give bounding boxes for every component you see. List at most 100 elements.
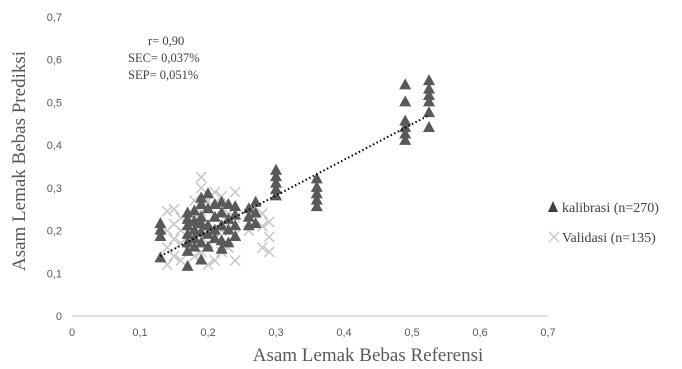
validasi-point [161, 242, 173, 254]
kalibrasi-point [188, 215, 201, 227]
validasi-point [168, 233, 180, 245]
x-tick-label: 0 [69, 327, 75, 339]
y-tick-label: 0,2 [47, 226, 62, 238]
kalibrasi-point [154, 223, 167, 235]
validasi-point [263, 231, 275, 243]
kalibrasi-point [215, 242, 228, 254]
legend-item-validasi: Validasi (n=135) [548, 231, 656, 246]
y-axis-title: Asam Lemak Bebas Prediksi [9, 51, 30, 271]
legend-item-kalibrasi: kalibrasi (n=270) [548, 201, 659, 216]
x-tick-label: 0,3 [268, 327, 283, 339]
legend-triangle-marker [548, 201, 558, 212]
kalibrasi-point [215, 195, 228, 207]
validasi-point [188, 195, 200, 207]
kalibrasi-point [310, 180, 323, 192]
validasi-point [195, 171, 207, 183]
y-tick-label: 0 [56, 311, 62, 323]
kalibrasi-point [423, 121, 435, 133]
kalibrasi-point [310, 200, 323, 212]
validasi-point [168, 203, 180, 215]
validasi-point [229, 254, 241, 267]
kalibrasi-point [249, 195, 262, 207]
kalibrasi-point [208, 210, 221, 222]
kalibrasi-point [181, 244, 194, 256]
x-tick-label: 0,6 [472, 327, 487, 339]
validasi-point [175, 254, 187, 267]
validasi-point [256, 242, 268, 254]
legend: kalibrasi (n=270) Validasi (n=135) [548, 201, 659, 246]
kalibrasi-point [202, 227, 214, 239]
kalibrasi-point [202, 187, 214, 199]
y-tick-label: 0,7 [47, 12, 62, 24]
y-tick-label: 0,6 [47, 55, 62, 67]
kalibrasi-point [188, 240, 201, 252]
kalibrasi-point [215, 234, 228, 246]
legend-x-marker [548, 231, 560, 243]
kalibrasi-point [188, 223, 201, 235]
kalibrasi-point [202, 202, 214, 214]
kalibrasi-point [229, 229, 242, 241]
y-axis-ticks: 0 0,1 0,2 0,3 0,4 0,5 0,6 0,7 [47, 12, 62, 323]
x-tick-label: 0,1 [132, 327, 147, 339]
kalibrasi-point [222, 236, 235, 248]
kalibrasi-point [270, 163, 282, 175]
kalibrasi-point [270, 170, 282, 182]
kalibrasi-point [249, 217, 262, 229]
stat-sep: SEP= 0,051% [128, 68, 198, 82]
validasi-point [256, 220, 268, 232]
kalibrasi-point [208, 232, 221, 244]
kalibrasi-point [215, 206, 228, 218]
trendline [159, 114, 430, 258]
kalibrasi-point [399, 78, 412, 90]
kalibrasi-point [181, 219, 194, 231]
kalibrasi-point [242, 210, 255, 222]
kalibrasi-point [399, 127, 412, 139]
y-tick-label: 0,4 [47, 140, 62, 152]
kalibrasi-point [188, 204, 201, 216]
validasi-point [195, 182, 207, 194]
stat-r: r= 0,90 [148, 34, 184, 48]
kalibrasi-point [399, 95, 412, 107]
kalibrasi-point [195, 197, 208, 209]
kalibrasi-point [154, 217, 167, 229]
y-tick-label: 0,1 [47, 268, 62, 280]
y-tick-label: 0,5 [47, 97, 62, 109]
kalibrasi-point [310, 193, 323, 205]
kalibrasi-point [229, 208, 242, 220]
stat-sec: SEC= 0,037% [128, 51, 200, 65]
validasi-point [263, 246, 275, 258]
kalibrasi-point [423, 74, 435, 86]
kalibrasi-point [222, 212, 235, 224]
kalibrasi-point [202, 219, 214, 231]
x-tick-label: 0,7 [540, 327, 555, 339]
x-tick-label: 0,4 [336, 327, 351, 339]
kalibrasi-point [249, 206, 262, 218]
kalibrasi-point [270, 182, 282, 194]
legend-label-validasi: Validasi (n=135) [562, 231, 656, 246]
validasi-point [263, 216, 275, 228]
kalibrasi-point [222, 223, 235, 235]
validasi-point [168, 250, 180, 262]
x-axis-ticks: 0 0,1 0,2 0,3 0,4 0,5 0,6 0,7 [69, 327, 556, 339]
kalibrasi-point [181, 212, 194, 224]
kalibrasi-point [229, 219, 242, 231]
x-tick-label: 0,2 [200, 327, 215, 339]
kalibrasi-series [154, 74, 435, 271]
validasi-point [161, 205, 173, 217]
kalibrasi-point [154, 251, 167, 263]
kalibrasi-point [270, 189, 282, 201]
kalibrasi-point [270, 176, 282, 188]
kalibrasi-point [195, 253, 208, 265]
validasi-point [209, 254, 221, 267]
kalibrasi-point [423, 95, 435, 107]
kalibrasi-point [195, 191, 208, 203]
kalibrasi-point [423, 106, 435, 118]
kalibrasi-point [229, 200, 242, 212]
kalibrasi-point [195, 217, 208, 229]
kalibrasi-point [195, 210, 208, 222]
kalibrasi-point [188, 232, 201, 244]
kalibrasi-point [310, 187, 323, 199]
kalibrasi-point [208, 223, 221, 235]
x-axis-title: Asam Lemak Bebas Referensi [253, 345, 484, 366]
